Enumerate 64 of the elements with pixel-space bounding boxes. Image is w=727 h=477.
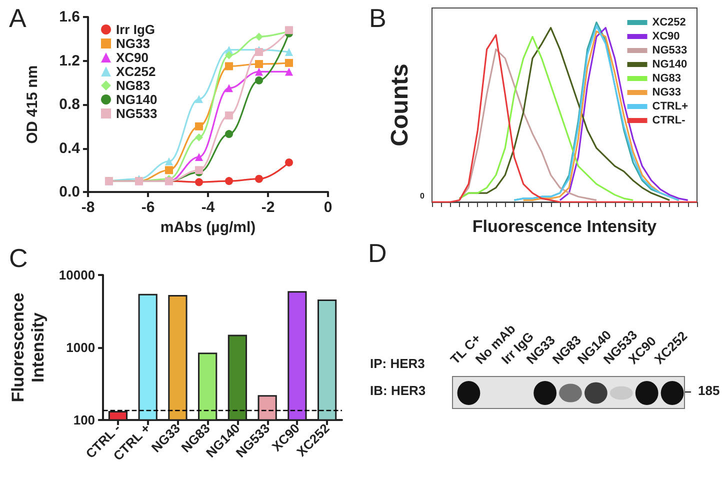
legend-label: NG533 (652, 44, 688, 56)
legend-label: NG83 (116, 78, 150, 93)
point (225, 62, 233, 70)
point (225, 84, 233, 92)
y-tick-label: 1.6 (59, 8, 80, 26)
point (195, 95, 203, 104)
y-axis-title: Fluorescence Intensity (8, 292, 48, 402)
point (255, 68, 263, 76)
point (165, 157, 173, 166)
y-tick-label: 0.4 (59, 140, 81, 157)
legend-label: NG140 (652, 58, 688, 70)
x-tick-label: 0 (324, 199, 332, 216)
legend-label: XC252 (652, 16, 686, 28)
x-axis-title: mAbs (µg/ml) (160, 219, 256, 236)
text: 185 (698, 383, 720, 398)
y-axis-title: Counts (386, 64, 414, 146)
y-tick-label: 1000 (66, 340, 96, 355)
legend-label: CTRL+ (652, 100, 688, 112)
point (165, 166, 173, 174)
point (255, 76, 263, 84)
point (195, 122, 203, 130)
legend-label: XC252 (116, 64, 156, 79)
point (225, 177, 233, 186)
y-tick-label: 1.2 (59, 52, 80, 70)
chart-title: B (369, 3, 386, 33)
legend-label: XC90 (652, 30, 680, 42)
y-tick-label: 0.0 (59, 184, 80, 200)
legend-label: NG33 (116, 36, 150, 51)
text: IB: HER3 (370, 383, 426, 398)
point (255, 60, 263, 68)
x-tick-label: -8 (81, 199, 95, 216)
x-tick-label: -4 (201, 199, 216, 216)
point (195, 153, 203, 161)
y-tick-label: 10000 (58, 268, 96, 282)
legend-label: CTRL- (652, 114, 686, 126)
text: D (368, 238, 387, 269)
y-axis-title: OD 415 nm (24, 65, 41, 144)
legend-label: XC90 (116, 50, 149, 65)
text: IP: HER3 (370, 356, 425, 371)
y-tick-label: 100 (73, 412, 96, 428)
chart-title: A (9, 3, 27, 33)
x-axis-title: Fluorescence Intensity (472, 217, 658, 236)
point (225, 51, 233, 60)
point (255, 48, 263, 56)
point (195, 178, 203, 186)
point (285, 68, 293, 76)
point (285, 158, 293, 166)
legend-label: NG83 (652, 72, 681, 84)
text: 0 (420, 192, 425, 200)
point (285, 48, 293, 56)
point (195, 133, 203, 142)
chart-title: C (9, 243, 28, 273)
point (285, 58, 293, 67)
legend-label: NG33 (652, 86, 681, 98)
point (225, 130, 233, 138)
y-tick-label: 0.8 (59, 96, 80, 113)
point (255, 32, 263, 41)
legend-label: Irr IgG (116, 22, 156, 37)
point (225, 111, 233, 120)
legend-label: NG140 (116, 92, 158, 107)
x-tick-label: -6 (141, 199, 155, 216)
point (255, 174, 263, 183)
x-tick-label: -2 (261, 199, 275, 216)
legend-label: NG533 (116, 106, 158, 121)
